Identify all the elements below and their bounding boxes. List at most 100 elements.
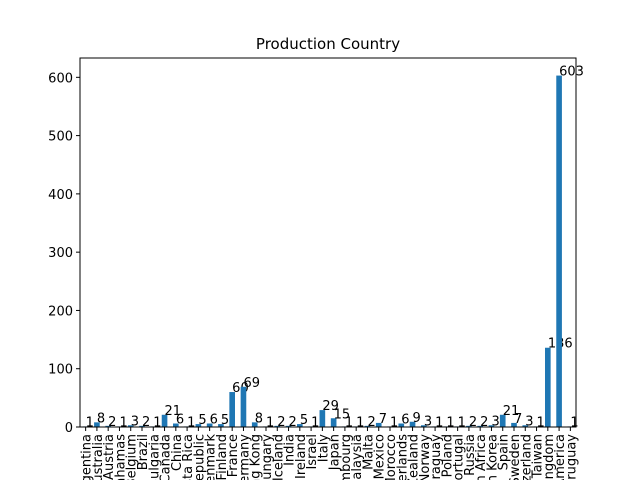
value-label: 1 xyxy=(86,415,94,430)
bar xyxy=(105,425,111,427)
x-tick-label: Sweden xyxy=(508,434,523,480)
value-label: 2 xyxy=(480,415,488,430)
x-tick-label: Uruguay xyxy=(564,434,579,480)
x-tick-label: New Zealand xyxy=(407,434,422,480)
value-label: 1 xyxy=(119,415,127,430)
value-label: 29 xyxy=(322,399,339,414)
x-tick-label: Czech Republic xyxy=(192,434,207,480)
x-tick-label: Netherlands xyxy=(395,434,410,480)
bar xyxy=(488,425,495,427)
x-tick-label: Argentina xyxy=(80,434,95,480)
value-label: 7 xyxy=(379,412,387,427)
x-tick-label: Hong Kong xyxy=(249,434,264,480)
x-tick-label: Brazil xyxy=(136,434,151,470)
value-label: 2 xyxy=(277,415,285,430)
value-label: 1 xyxy=(390,415,398,430)
x-tick-label: France xyxy=(226,434,241,477)
value-label: 2 xyxy=(142,415,150,430)
x-tick-label: Switzerland xyxy=(519,434,534,480)
value-label: 7 xyxy=(514,412,522,427)
x-tick-label: United Kingdom xyxy=(542,434,557,480)
value-label: 21 xyxy=(165,404,182,419)
value-label: 9 xyxy=(413,411,421,426)
x-tick-label: Ireland xyxy=(294,434,309,479)
x-tick-label: Austria xyxy=(102,434,117,480)
bar xyxy=(522,425,529,427)
bar xyxy=(330,418,337,427)
value-label: 1 xyxy=(537,415,545,430)
bar xyxy=(206,423,213,427)
bar xyxy=(421,425,427,427)
bar xyxy=(94,422,100,427)
value-label: 1 xyxy=(311,415,319,430)
x-tick-label: Portugal xyxy=(452,434,467,480)
value-label: 2 xyxy=(469,415,477,430)
value-label: 8 xyxy=(97,411,105,426)
y-tick-label: 100 xyxy=(48,363,73,378)
x-tick-label: Malaysia xyxy=(350,434,365,480)
x-tick-label: Costa Rica xyxy=(181,434,196,480)
value-label: 3 xyxy=(525,414,533,429)
x-tick-label: Morocco xyxy=(384,434,399,480)
x-tick-label: Mexico xyxy=(373,434,388,479)
x-tick-label: Bulgaria xyxy=(147,434,162,480)
value-label: 21 xyxy=(503,404,520,419)
value-label: 1 xyxy=(435,415,443,430)
bar xyxy=(499,414,506,427)
bar xyxy=(173,423,179,427)
bar xyxy=(274,425,281,427)
chart-title: Production Country xyxy=(256,35,400,53)
bar xyxy=(218,424,224,427)
x-tick-label: United States of America xyxy=(553,434,568,480)
x-tick-label: Spain xyxy=(497,434,512,470)
value-label: 1 xyxy=(187,415,195,430)
bar xyxy=(240,386,247,427)
value-label: 15 xyxy=(334,407,351,422)
value-label: 6 xyxy=(210,413,218,428)
x-tick-label: Australia xyxy=(91,434,106,480)
x-tick-label: Poland xyxy=(440,434,455,477)
x-tick-label: South Africa xyxy=(474,434,489,480)
y-tick-label: 200 xyxy=(48,304,73,319)
value-label: 5 xyxy=(300,413,308,428)
value-label: 3 xyxy=(131,414,139,429)
x-tick-label: Denmark xyxy=(204,434,219,480)
value-label: 6 xyxy=(401,413,409,428)
value-label: 2 xyxy=(289,415,297,430)
x-tick-label: Taiwan xyxy=(531,434,546,479)
bar xyxy=(364,425,371,427)
bar xyxy=(466,425,472,427)
bar xyxy=(229,392,235,427)
value-label: 1 xyxy=(570,415,578,430)
value-label: 2 xyxy=(367,415,375,430)
x-tick-label: Luxembourg xyxy=(339,434,354,480)
value-label: 5 xyxy=(221,413,229,428)
value-label: 1 xyxy=(266,415,274,430)
value-label: 3 xyxy=(491,414,499,429)
bar xyxy=(409,421,416,427)
x-tick-label: Russia xyxy=(463,434,478,476)
x-tick-label: Norway xyxy=(418,434,433,480)
value-label: 1 xyxy=(356,415,364,430)
y-tick-label: 0 xyxy=(65,421,73,436)
x-tick-label: Paraguay xyxy=(429,434,444,480)
y-tick-label: 400 xyxy=(48,188,73,203)
value-label: 5 xyxy=(198,413,206,428)
x-tick-label: Finland xyxy=(215,434,230,480)
x-tick-label: Malta xyxy=(361,434,376,470)
bar xyxy=(139,425,145,427)
x-tick-label: China xyxy=(170,434,185,471)
y-tick-label: 600 xyxy=(48,71,73,86)
x-tick-label: Japan xyxy=(328,434,343,471)
y-tick-label: 300 xyxy=(48,246,73,261)
bar xyxy=(251,422,258,427)
bar xyxy=(195,424,202,427)
value-label: 1 xyxy=(458,415,466,430)
bar xyxy=(319,410,326,427)
x-tick-label: Belgium xyxy=(125,434,140,480)
bar xyxy=(127,425,134,427)
bar xyxy=(511,422,517,427)
x-tick-label: Bahamas xyxy=(113,434,128,480)
